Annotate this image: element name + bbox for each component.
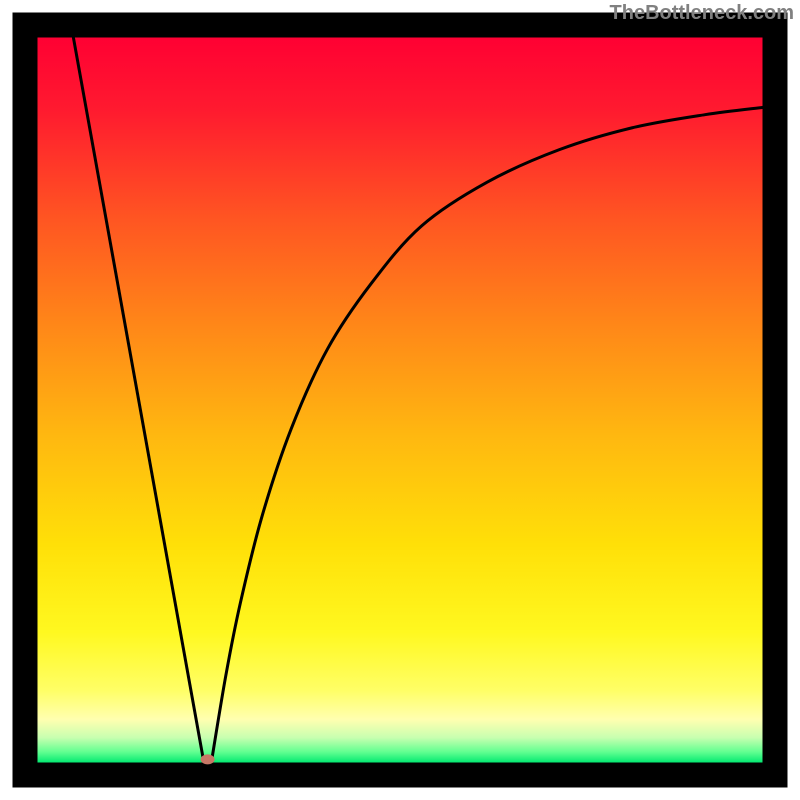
bottleneck-chart	[0, 0, 800, 800]
watermark-text: TheBottleneck.com	[610, 2, 794, 25]
plot-background	[37, 37, 763, 763]
minimum-marker	[201, 754, 215, 764]
chart-container: { "watermark": { "text": "TheBottleneck.…	[0, 0, 800, 800]
